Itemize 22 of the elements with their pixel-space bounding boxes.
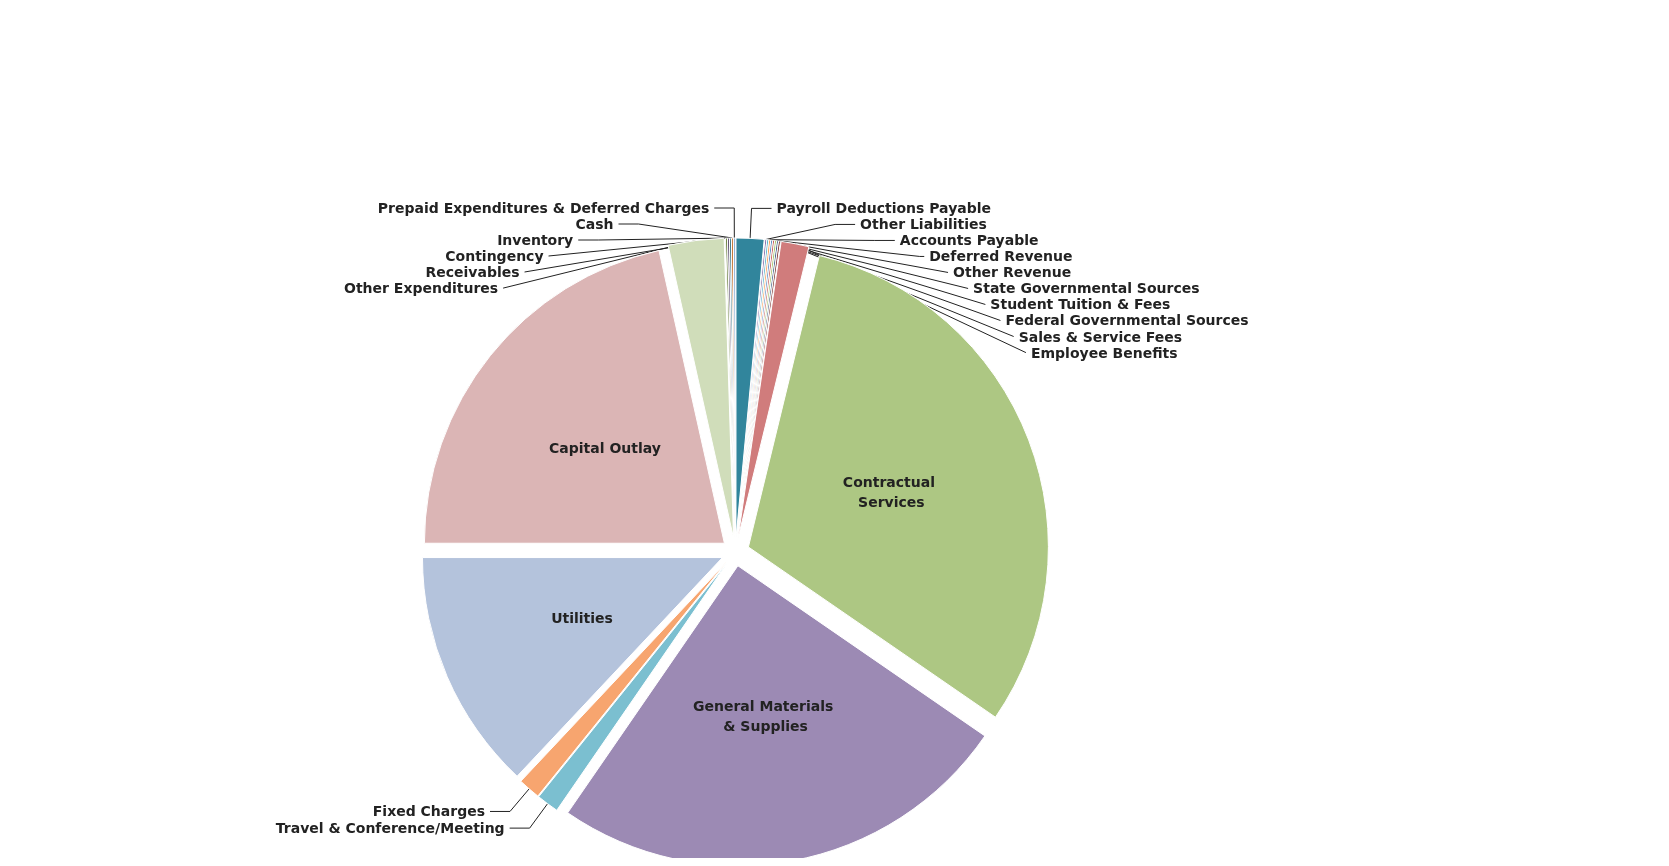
slice-label: Inventory [497, 232, 574, 248]
slice-label: Employee Benefits [1030, 344, 1178, 361]
slice-label: Prepaid Expenditures & Deferred Charges [377, 200, 710, 216]
slice-label: Capital Outlay [549, 439, 661, 456]
slice-label: Deferred Revenue [929, 248, 1073, 265]
slice-label: Cash [575, 216, 614, 232]
slice-label: Sales & Service Fees [1018, 328, 1183, 345]
slice-label: Contingency [445, 248, 544, 265]
slice-label: Contractual Services [842, 474, 940, 511]
slice-label: Payroll Deductions Payable [776, 200, 992, 217]
slice-label: Travel & Conference/Meeting [275, 820, 505, 837]
slice-label: Other Liabilities [860, 216, 987, 233]
slice-label: Federal Governmental Sources [1005, 312, 1249, 329]
slice-label: Other Revenue [953, 264, 1072, 281]
slice-label: General Materials & Supplies [692, 698, 839, 735]
slice-label: Student Tuition & Fees [990, 296, 1171, 313]
slice-label: Accounts Payable [899, 232, 1039, 249]
slice-label: State Governmental Sources [973, 280, 1200, 297]
slice-label: Other Expenditures [343, 280, 499, 297]
slice-label: Fixed Charges [372, 803, 486, 820]
slice-label: Utilities [551, 610, 613, 627]
slice-label: Receivables [425, 264, 520, 281]
